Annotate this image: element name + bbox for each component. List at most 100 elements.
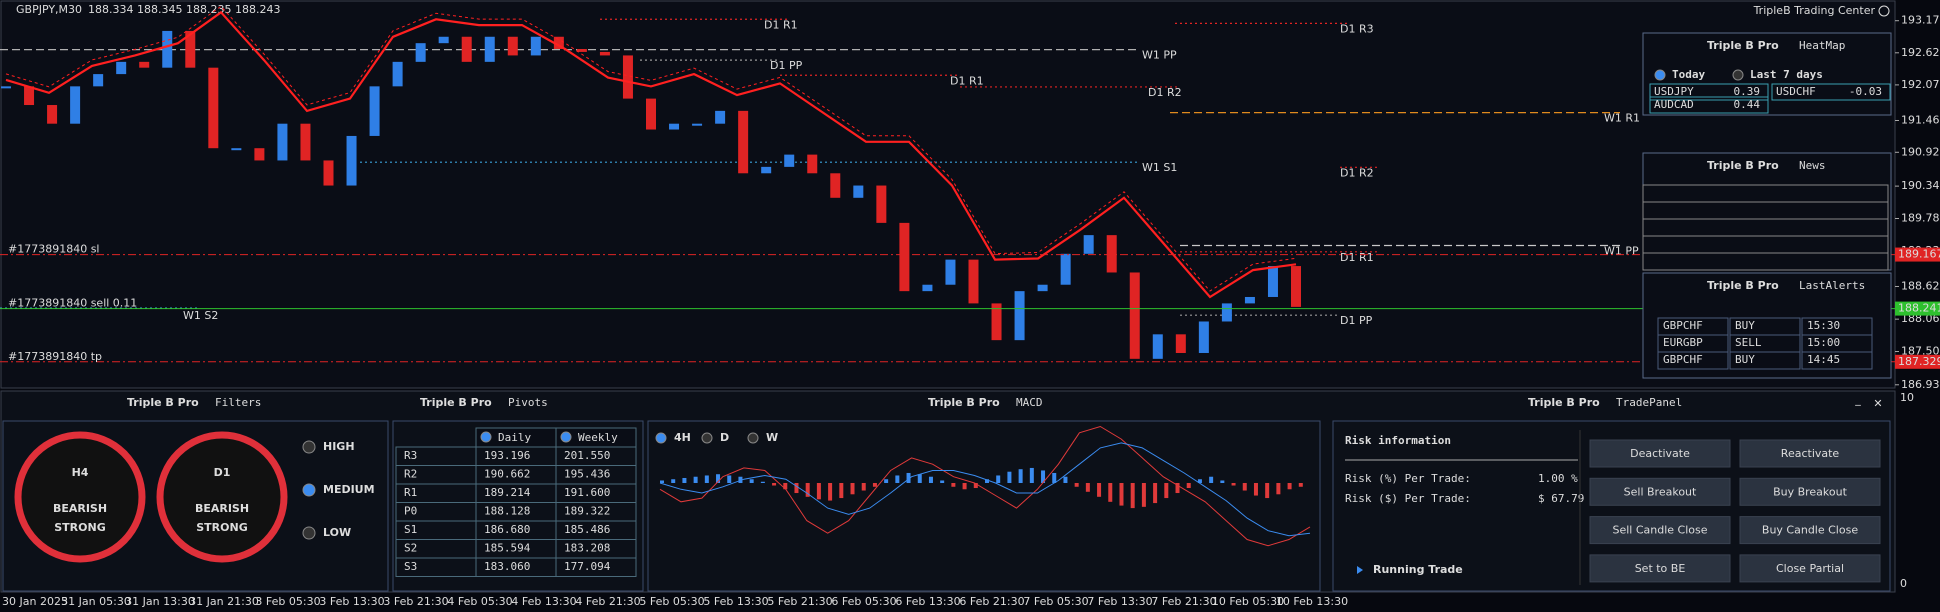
candle	[530, 36, 541, 56]
button[interactable]	[1739, 554, 1881, 583]
alert-cell-text: BUY	[1735, 353, 1755, 366]
macd-bar	[1141, 483, 1146, 507]
price-tag	[1895, 247, 1940, 262]
button[interactable]	[1589, 516, 1731, 545]
candle	[47, 105, 58, 124]
button[interactable]	[1589, 554, 1731, 583]
gauge-ring	[156, 431, 288, 563]
button[interactable]	[1739, 477, 1881, 506]
candle	[646, 98, 656, 130]
candle	[1221, 303, 1232, 322]
macd-bar	[693, 476, 698, 483]
sub-panel	[2, 420, 389, 592]
candle	[945, 259, 956, 285]
panel-brand: Triple B Pro	[1707, 159, 1779, 172]
candle	[599, 51, 610, 56]
y-tick-label: 190.340	[1901, 179, 1940, 192]
macd-bar	[738, 476, 743, 483]
macd-bar	[1265, 483, 1270, 499]
envelope-band	[5, 5, 1297, 292]
x-tick-label: 31 Jan 13:30	[125, 595, 195, 608]
risk-value: $ 67.79	[1538, 492, 1584, 505]
y-tick-label: 187.505	[1901, 345, 1940, 358]
radio[interactable]	[302, 440, 316, 454]
x-tick-label: 31 Jan 05:30	[61, 595, 131, 608]
button[interactable]	[1739, 439, 1881, 468]
radio[interactable]	[747, 432, 759, 444]
news-row	[1642, 252, 1889, 271]
macd-bar	[727, 475, 732, 483]
pivot-label: W1 R1	[1604, 112, 1640, 125]
button[interactable]	[1589, 439, 1731, 468]
radio[interactable]	[701, 432, 713, 444]
pivot-label: W1 S1	[1142, 161, 1177, 174]
panel-title: MACD	[1016, 396, 1043, 409]
candle	[254, 148, 265, 161]
macd-bar	[1220, 480, 1225, 483]
macd-bar	[1164, 483, 1169, 499]
macd-bar	[772, 483, 777, 486]
y-tick-label: 10	[1900, 391, 1914, 404]
x-tick-label: 6 Feb 21:30	[959, 595, 1024, 608]
pivot-cell-text: 183.060	[484, 560, 530, 573]
button[interactable]	[1739, 516, 1881, 545]
macd-bar	[895, 475, 900, 483]
x-tick-label: 5 Feb 21:30	[767, 595, 832, 608]
button[interactable]	[1589, 477, 1731, 506]
candle	[876, 185, 887, 223]
pivot-cell-text: 193.196	[484, 449, 530, 462]
x-tick-label: 4 Feb 21:30	[575, 595, 640, 608]
macd-bar	[917, 474, 922, 483]
sub-panel	[1332, 420, 1891, 592]
pivot-cell-text: 188.128	[484, 505, 530, 518]
radio[interactable]	[655, 432, 667, 444]
macd-bar	[839, 483, 844, 499]
macd-bar	[794, 483, 799, 494]
panel	[1642, 152, 1892, 271]
candle	[277, 123, 288, 161]
pivot-label: W1 PP	[1604, 245, 1639, 258]
panel-title: HeatMap	[1799, 39, 1845, 52]
panel-brand: Triple B Pro	[1707, 39, 1779, 52]
candle	[1037, 284, 1048, 292]
radio[interactable]	[1732, 69, 1744, 81]
heat-cell	[1649, 83, 1769, 101]
pivot-cell-text: 185.594	[484, 542, 531, 555]
macd-bar	[850, 483, 855, 495]
x-tick-label: 5 Feb 05:30	[639, 595, 704, 608]
candle	[761, 166, 772, 174]
candle	[369, 86, 380, 136]
radio[interactable]	[302, 526, 316, 540]
candle	[1152, 334, 1163, 359]
candle	[853, 185, 864, 198]
macd-bar	[1119, 483, 1124, 506]
pivot-cell-text: 195.436	[564, 468, 610, 481]
radio-label: Last 7 days	[1750, 68, 1823, 81]
window-control[interactable]: _	[1854, 393, 1861, 406]
x-tick-label: 4 Feb 05:30	[447, 595, 512, 608]
candle	[484, 36, 495, 62]
panel	[1642, 272, 1892, 379]
candle	[715, 110, 726, 124]
macd-bar	[1287, 483, 1292, 490]
y-tick-label: 188.620	[1901, 279, 1940, 292]
candle	[1106, 235, 1117, 273]
macd-bar	[1231, 483, 1236, 486]
gauge-tf: H4	[72, 466, 89, 479]
candle	[622, 55, 633, 99]
x-tick-label: 6 Feb 13:30	[895, 595, 960, 608]
alert-cell	[1657, 351, 1729, 370]
candle	[1198, 321, 1209, 353]
radio[interactable]	[560, 431, 572, 443]
panel-brand: Triple B Pro	[127, 396, 199, 409]
pivot-label: D1 R2	[1148, 86, 1182, 99]
radio[interactable]	[302, 483, 316, 497]
window-control[interactable]: ✕	[1873, 397, 1882, 410]
radio[interactable]	[480, 431, 492, 443]
radio[interactable]	[1654, 69, 1666, 81]
panel-brand: Triple B Pro	[928, 396, 1000, 409]
macd-bar	[884, 479, 889, 483]
expand-arrow[interactable]	[1357, 566, 1363, 574]
pivot-cell-text: R3	[404, 449, 417, 462]
trade-label: #1773891840 sell 0.11	[8, 297, 137, 310]
